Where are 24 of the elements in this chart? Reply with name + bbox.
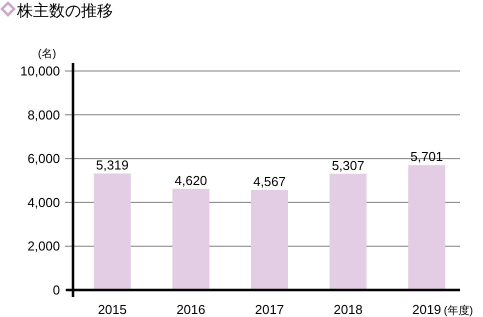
x-tick-label: 2019 bbox=[412, 302, 442, 317]
y-tick-label: 10,000 bbox=[20, 64, 60, 78]
data-label: 5,307 bbox=[332, 158, 364, 173]
x-tick-label: 2016 bbox=[176, 302, 206, 317]
x-axis-title: (年度) bbox=[444, 304, 474, 317]
bar bbox=[172, 188, 210, 290]
y-tick-label: 4,000 bbox=[27, 194, 60, 210]
x-tick-label: 2015 bbox=[98, 302, 127, 317]
y-axis-title: (名) bbox=[38, 48, 56, 60]
y-tick-label: 8,000 bbox=[27, 107, 60, 122]
chart-title: 株主数の推移 bbox=[16, 2, 113, 20]
bar bbox=[408, 165, 446, 290]
y-tick-label: 0 bbox=[52, 282, 60, 298]
data-label: 5,701 bbox=[410, 149, 443, 164]
data-label: 5,319 bbox=[96, 158, 129, 173]
data-label: 4,567 bbox=[253, 174, 286, 189]
y-tick-label: 2,000 bbox=[27, 238, 60, 254]
x-tick-label: 2017 bbox=[255, 302, 284, 317]
bar bbox=[94, 174, 131, 290]
data-label: 4,620 bbox=[174, 172, 208, 188]
bar bbox=[251, 190, 288, 290]
y-tick-label: 6,000 bbox=[27, 151, 60, 166]
bar bbox=[330, 174, 367, 290]
x-tick-label: 2018 bbox=[334, 302, 363, 317]
